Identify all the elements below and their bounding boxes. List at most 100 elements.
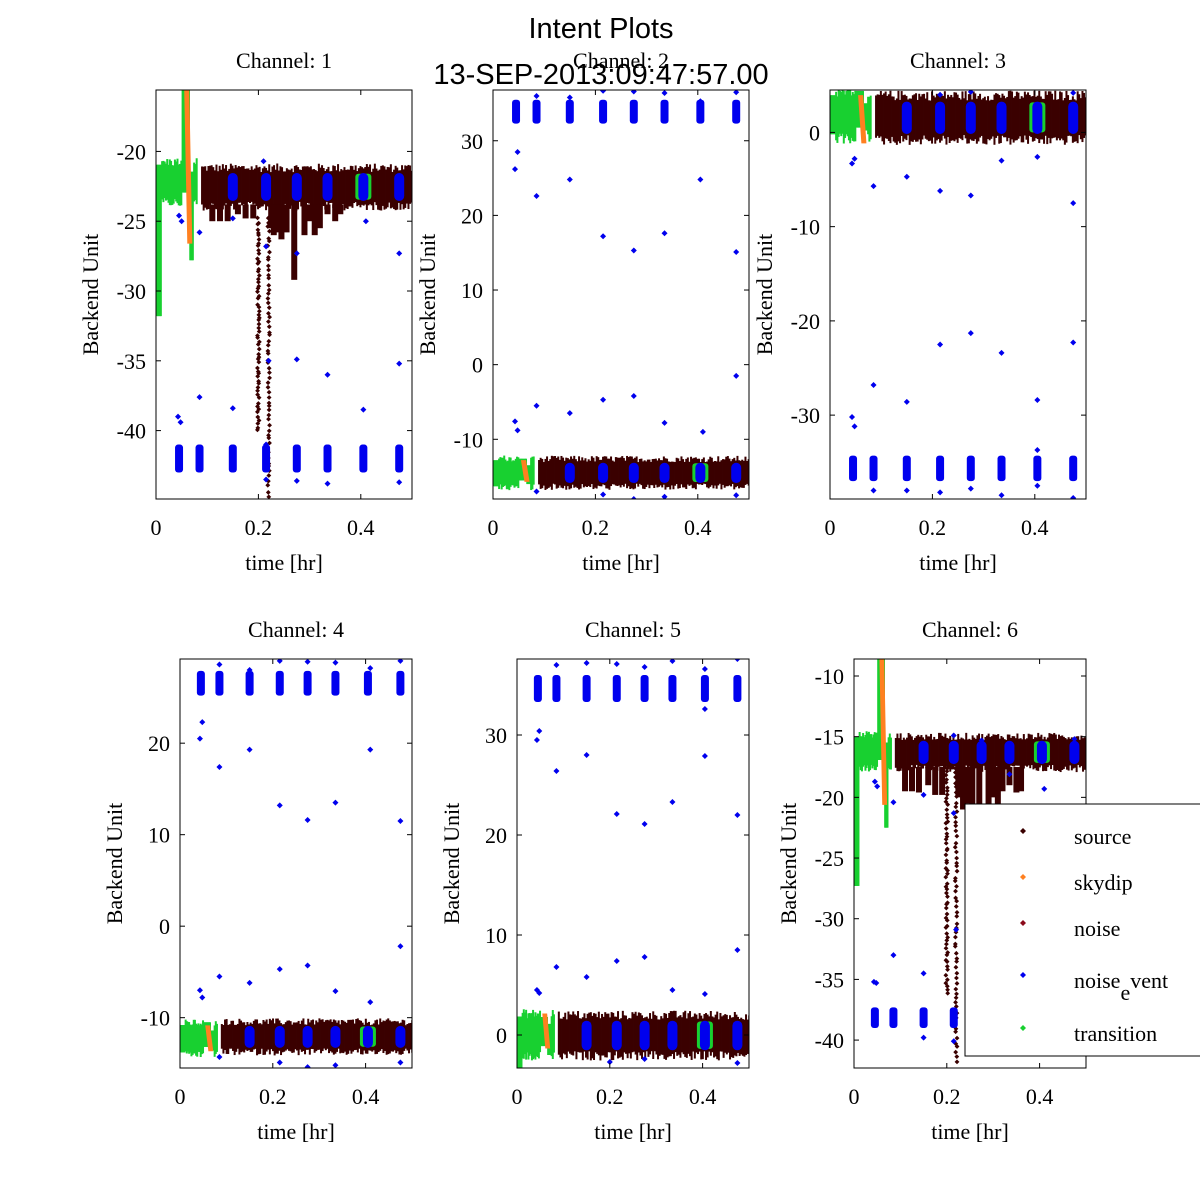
transition-mark — [886, 742, 889, 828]
source-mark — [657, 1019, 660, 1060]
transition-mark — [157, 164, 160, 317]
source-mark — [891, 96, 894, 137]
source-mark — [306, 166, 309, 203]
source-point — [256, 248, 261, 253]
noise-event-point — [920, 791, 927, 798]
source-mark — [717, 456, 720, 486]
transition-mark — [845, 91, 848, 135]
source-point — [255, 414, 261, 420]
source-mark — [975, 98, 978, 144]
y-tick-label: -20 — [117, 139, 146, 164]
source-mark — [227, 1024, 230, 1054]
transition-mark — [842, 90, 845, 144]
plot-area — [830, 90, 1086, 499]
source-point — [952, 844, 958, 850]
source-point — [945, 868, 950, 873]
source-mark — [1016, 733, 1019, 766]
source-point — [256, 406, 262, 412]
source-point — [256, 380, 262, 386]
series-noise-event — [512, 90, 742, 499]
source-point — [953, 999, 958, 1005]
noise-event-point — [177, 419, 184, 426]
source-mark — [650, 461, 653, 486]
transition-mark — [522, 1009, 525, 1059]
skydip-trace — [520, 460, 530, 482]
y-tick-label: -40 — [117, 419, 146, 444]
source-point — [943, 905, 949, 911]
noise-event-marker — [564, 462, 575, 484]
source-mark — [989, 737, 992, 770]
transition-mark — [495, 460, 498, 487]
source-mark — [945, 98, 948, 145]
source-dip — [932, 767, 939, 795]
source-mark — [651, 459, 654, 486]
noise-event-cluster — [997, 455, 1006, 482]
noise-event-point — [1034, 153, 1041, 160]
transition-mark — [202, 1020, 205, 1054]
source-point — [256, 346, 262, 352]
source-mark — [983, 96, 986, 144]
source-mark — [1067, 95, 1070, 136]
source-point — [255, 427, 260, 433]
source-mark — [960, 737, 963, 769]
transition-mark — [542, 1017, 545, 1047]
source-mark — [1083, 92, 1086, 138]
noise-event-marker — [261, 173, 272, 201]
transition-mark — [889, 737, 892, 770]
noise-event-point — [871, 778, 878, 785]
transition-mark — [854, 90, 857, 142]
transition-mark — [850, 95, 853, 138]
source-mark — [1078, 739, 1081, 768]
y-tick-label: -10 — [454, 427, 483, 452]
source-mark — [928, 736, 931, 768]
noise-event-cluster — [396, 670, 405, 696]
axes-box — [155, 89, 413, 500]
x-tick-label: 0 — [849, 1084, 860, 1109]
x-tick-label: 0.4 — [684, 515, 712, 540]
legend-marker — [1020, 920, 1026, 926]
noise-event-point — [734, 812, 741, 818]
source-mark — [340, 169, 343, 211]
source-mark — [385, 1019, 388, 1055]
transition-mark — [213, 1025, 216, 1057]
source-point — [267, 314, 272, 320]
source-mark — [592, 457, 595, 490]
x-tick-label: 0.4 — [689, 1084, 717, 1109]
source-mark — [243, 1022, 246, 1053]
source-mark — [926, 92, 929, 140]
noise-event-point — [903, 487, 910, 494]
noise-event-point — [890, 952, 897, 959]
x-axis-label: time [hr] — [245, 550, 323, 575]
source-mark — [974, 738, 977, 769]
source-point — [256, 312, 262, 318]
source-point — [256, 266, 262, 272]
noise-event-cluster — [1033, 455, 1042, 482]
source-mark — [318, 1018, 321, 1050]
noise-event-point — [566, 410, 573, 417]
source-mark — [689, 1011, 692, 1057]
source-mark — [209, 165, 212, 205]
noise-event-point — [920, 1034, 927, 1041]
noise-event-cluster — [612, 675, 621, 702]
source-mark — [672, 461, 675, 490]
source-mark — [205, 170, 208, 210]
source-mark — [218, 165, 221, 206]
source-mark — [636, 1015, 639, 1061]
transition-mark — [179, 163, 182, 206]
source-mark — [1057, 99, 1060, 139]
noise-event-point — [851, 155, 858, 162]
source-mark — [377, 170, 380, 210]
source-point — [266, 412, 272, 418]
source-point — [255, 409, 260, 415]
source-mark — [962, 738, 965, 772]
transition-mark — [512, 460, 515, 486]
transition-mark — [870, 734, 873, 765]
x-tick-label: 0.2 — [582, 515, 610, 540]
transition-mark — [867, 96, 870, 135]
source-mark — [270, 1020, 273, 1050]
source-point — [943, 874, 949, 880]
source-mark — [692, 1016, 695, 1052]
noise-event-cluster — [331, 670, 340, 696]
noise-event-cluster — [696, 99, 705, 124]
source-point — [267, 249, 272, 255]
